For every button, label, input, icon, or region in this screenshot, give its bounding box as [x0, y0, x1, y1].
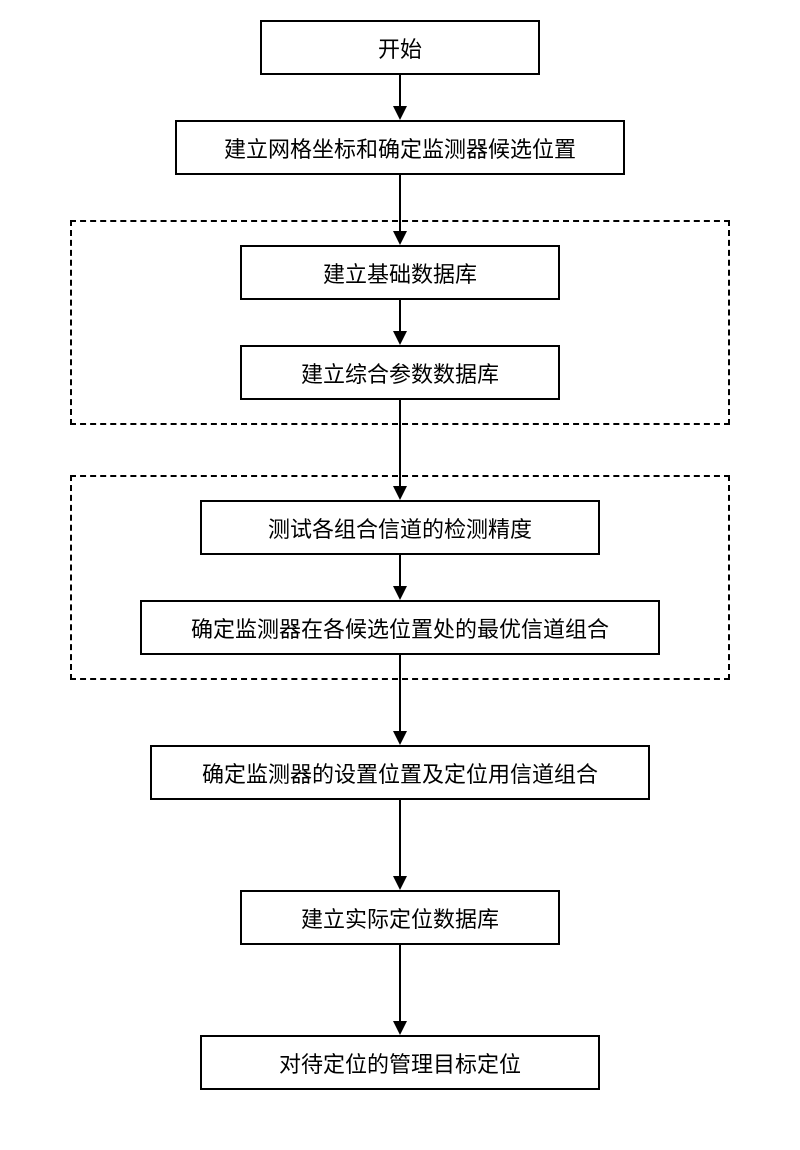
node-label: 对待定位的管理目标定位	[279, 1047, 521, 1079]
edge-arrow	[393, 586, 407, 600]
edge-arrow	[393, 106, 407, 120]
node-positioning-db: 建立实际定位数据库	[240, 890, 560, 945]
edge-arrow	[393, 331, 407, 345]
node-label: 测试各组合信道的检测精度	[268, 512, 532, 544]
node-monitor-position: 确定监测器的设置位置及定位用信道组合	[150, 745, 650, 800]
edge-arrow	[393, 1021, 407, 1035]
edge-line	[399, 945, 401, 1021]
node-label: 建立实际定位数据库	[301, 902, 499, 934]
node-start: 开始	[260, 20, 540, 75]
node-label: 建立综合参数数据库	[301, 357, 499, 389]
node-label: 确定监测器的设置位置及定位用信道组合	[202, 757, 598, 789]
edge-arrow	[393, 731, 407, 745]
node-optimal-channel: 确定监测器在各候选位置处的最优信道组合	[140, 600, 660, 655]
node-target-position: 对待定位的管理目标定位	[200, 1035, 600, 1090]
edge-line	[399, 400, 401, 486]
node-label: 建立基础数据库	[323, 257, 477, 289]
edge-arrow	[393, 876, 407, 890]
node-label: 开始	[378, 32, 422, 64]
node-label: 确定监测器在各候选位置处的最优信道组合	[191, 612, 609, 644]
edge-line	[399, 175, 401, 231]
node-label: 建立网格坐标和确定监测器候选位置	[224, 132, 576, 164]
edge-line	[399, 300, 401, 331]
edge-arrow	[393, 486, 407, 500]
edge-line	[399, 555, 401, 586]
edge-line	[399, 655, 401, 731]
edge-arrow	[393, 231, 407, 245]
node-test-channels: 测试各组合信道的检测精度	[200, 500, 600, 555]
edge-line	[399, 75, 401, 106]
edge-line	[399, 800, 401, 876]
node-base-db: 建立基础数据库	[240, 245, 560, 300]
node-grid-coords: 建立网格坐标和确定监测器候选位置	[175, 120, 625, 175]
node-param-db: 建立综合参数数据库	[240, 345, 560, 400]
flowchart-container: 开始 建立网格坐标和确定监测器候选位置 建立基础数据库 建立综合参数数据库 测试…	[0, 0, 800, 1150]
